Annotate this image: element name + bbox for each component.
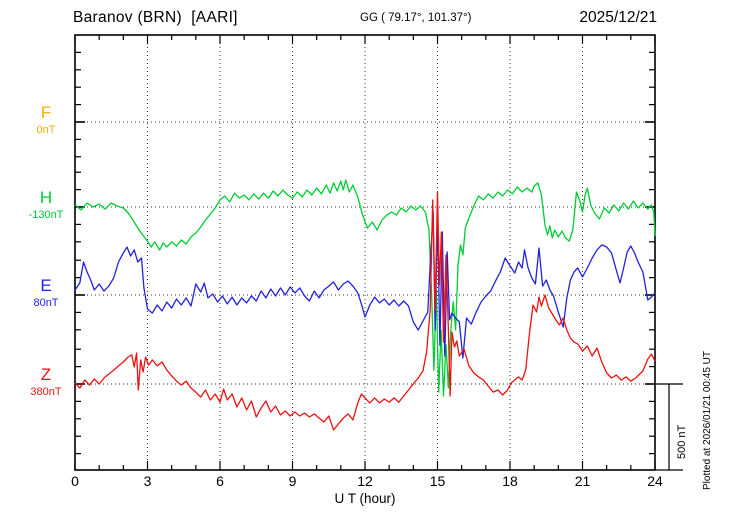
- x-tick-label-21: 21: [574, 473, 591, 489]
- component-baseline-H: -130nT: [28, 209, 64, 221]
- component-label-F: F 0nT: [10, 104, 82, 136]
- x-tick-label-18: 18: [502, 473, 518, 489]
- component-letter-Z: Z: [40, 365, 52, 384]
- station-title: Baranov (BRN) [AARI]: [73, 9, 238, 26]
- x-tick-label-3: 3: [143, 473, 152, 489]
- component-baseline-Z: 380nT: [30, 386, 62, 398]
- component-label-Z: Z 380nT: [10, 366, 82, 398]
- trace-E: [74, 211, 656, 359]
- component-letter-E: E: [40, 276, 52, 295]
- component-letter-F: F: [40, 103, 52, 122]
- plot-date: 2025/12/21: [579, 9, 657, 26]
- component-label-E: E 80nT: [10, 277, 82, 309]
- component-letter-H: H: [39, 188, 53, 207]
- plot-border: [74, 34, 656, 471]
- x-tick-label-12: 12: [357, 473, 373, 489]
- component-baseline-F: 0nT: [36, 124, 56, 136]
- trace-H: [74, 179, 656, 397]
- trace-Z: [74, 191, 656, 431]
- x-tick-label-15: 15: [429, 473, 446, 489]
- scale-bar-label: 500 nT: [676, 424, 688, 459]
- plotted-at-note: Plotted at 2026/01/21 00:45 UT: [702, 351, 713, 490]
- x-tick-label-0: 0: [71, 473, 79, 489]
- x-axis-label: U T (hour): [334, 491, 396, 506]
- x-tick-label-24: 24: [647, 473, 663, 489]
- geographic-coords: GG ( 79.17°, 101.37°): [360, 12, 472, 24]
- x-tick-label-6: 6: [216, 473, 224, 489]
- x-tick-label-9: 9: [288, 473, 297, 489]
- component-label-H: H -130nT: [10, 189, 82, 221]
- component-baseline-E: 80nT: [33, 297, 59, 309]
